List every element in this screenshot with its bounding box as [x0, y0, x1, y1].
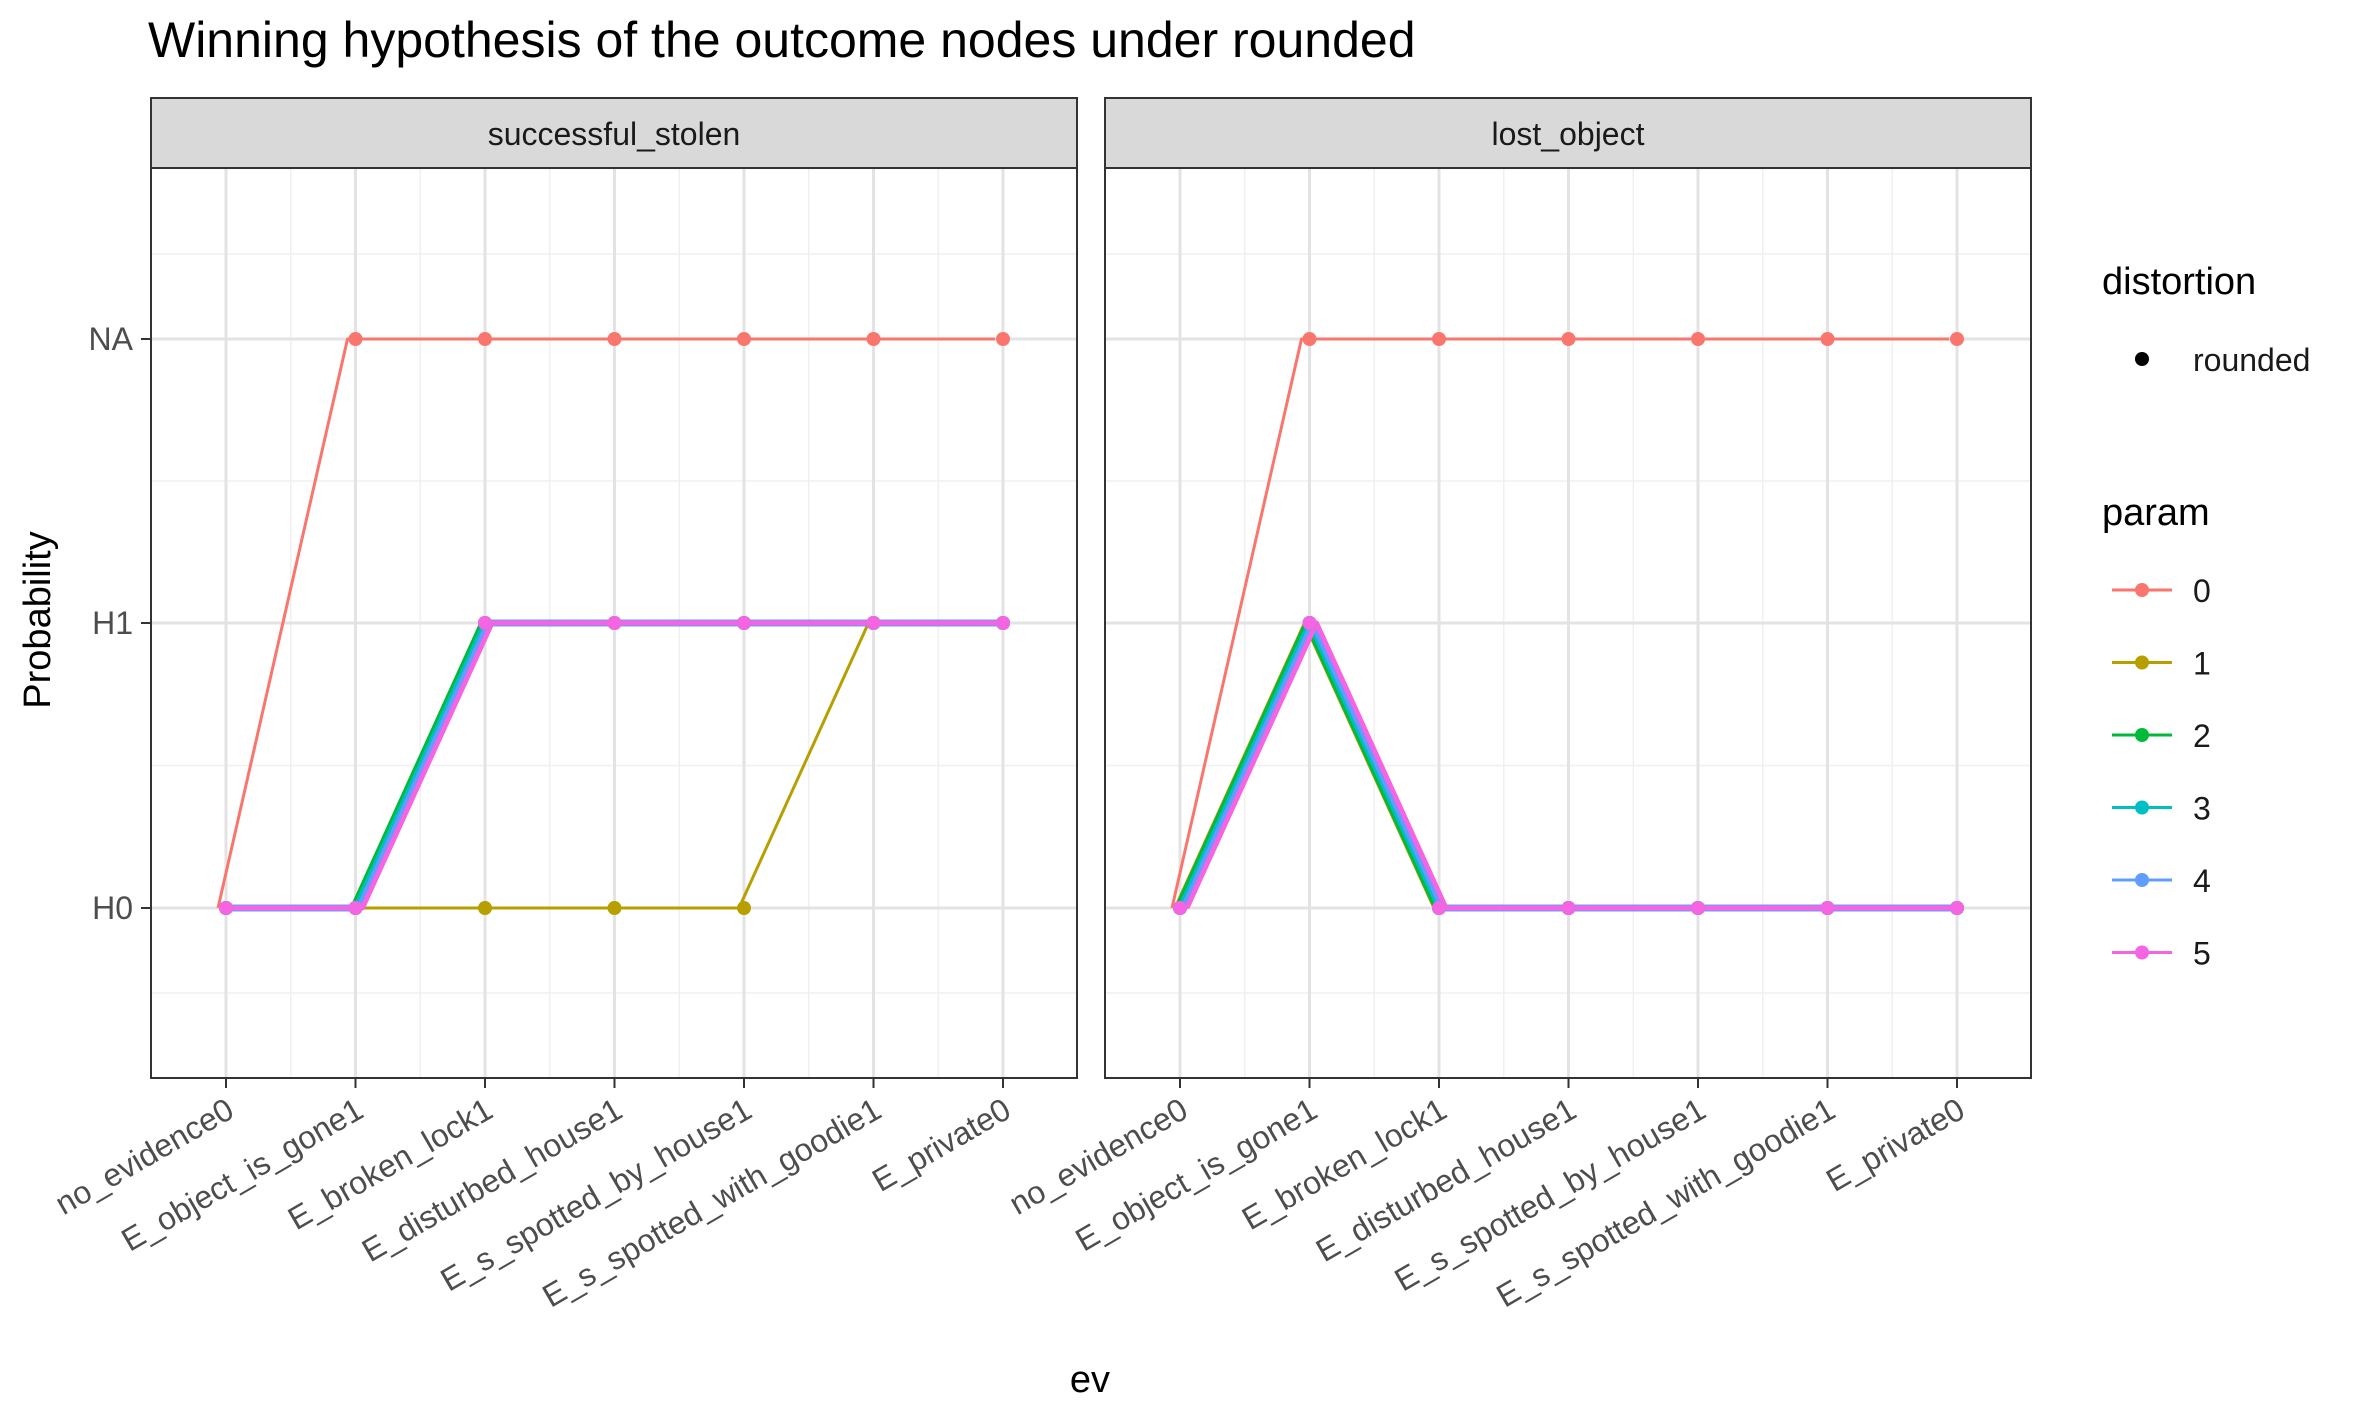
facet-strip-label: successful_stolen — [488, 116, 741, 152]
data-point-5-5 — [866, 616, 881, 630]
data-point-5-2 — [478, 616, 492, 630]
data-point-0-2 — [1432, 332, 1446, 346]
data-point-0-3 — [607, 332, 622, 346]
legend-key-point-5 — [2135, 945, 2149, 960]
legend-label-0: 0 — [2193, 573, 2211, 609]
data-point-5-1 — [348, 901, 363, 915]
legend-label-2: 2 — [2193, 718, 2211, 754]
data-point-5-3 — [607, 616, 622, 630]
data-point-5-6 — [996, 616, 1010, 630]
data-point-5-3 — [1561, 901, 1576, 915]
legend-label-1: 1 — [2193, 646, 2211, 682]
facet-strip-label: lost_object — [1492, 116, 1645, 152]
data-point-5-0 — [219, 901, 233, 915]
data-point-1-3 — [607, 901, 622, 915]
x-tick-label: E_object_is_gone1 — [115, 1091, 369, 1258]
data-point-1-2 — [478, 901, 492, 915]
data-point-5-1 — [1302, 616, 1317, 630]
chart-title: Winning hypothesis of the outcome nodes … — [148, 12, 1416, 68]
series-line-0 — [216, 337, 995, 909]
data-point-0-4 — [1691, 332, 1705, 346]
legend-key-point-2 — [2135, 728, 2149, 742]
legend-key-point-0 — [2135, 583, 2149, 597]
y-axis-title: Probability — [17, 531, 59, 708]
data-point-0-5 — [866, 332, 881, 346]
legend-label-4: 4 — [2193, 863, 2211, 899]
data-point-1-4 — [737, 901, 751, 915]
x-tick-label: E_private0 — [1820, 1091, 1970, 1199]
data-point-5-4 — [737, 616, 751, 630]
facet-panels: successful_stolenno_evidence0E_object_is… — [49, 97, 2032, 1314]
data-point-0-3 — [1561, 332, 1576, 346]
data-point-5-6 — [1950, 901, 1964, 915]
legend: distortion rounded param 0 1 2 3 4 5 — [2102, 261, 2310, 972]
data-point-0-2 — [478, 332, 492, 346]
legend-label-5: 5 — [2193, 936, 2211, 972]
y-tick-label: NA — [89, 321, 134, 357]
facet-strip — [1104, 97, 2032, 169]
x-tick-label: E_object_is_gone1 — [1069, 1091, 1323, 1258]
data-point-0-4 — [737, 332, 751, 346]
facet-strip — [150, 97, 1078, 169]
x-tick-label: E_private0 — [866, 1091, 1016, 1199]
legend-label-rounded: rounded — [2193, 342, 2310, 378]
legend-label-3: 3 — [2193, 791, 2211, 827]
data-point-0-5 — [1820, 332, 1835, 346]
y-tick-label: H1 — [92, 605, 133, 641]
legend-key-point-4 — [2135, 873, 2149, 887]
data-point-5-4 — [1691, 901, 1705, 915]
data-point-0-1 — [348, 332, 363, 346]
legend-key-rounded — [2135, 352, 2149, 366]
legend-title-param: param — [2102, 492, 2210, 534]
data-point-5-5 — [1820, 901, 1835, 915]
series-line-0 — [1170, 337, 1949, 909]
data-point-0-1 — [1302, 332, 1317, 346]
legend-key-point-1 — [2135, 655, 2149, 670]
facet-panel-0: successful_stolenno_evidence0E_object_is… — [49, 97, 1078, 1314]
legend-key-point-3 — [2135, 800, 2149, 815]
data-point-5-2 — [1432, 901, 1446, 915]
x-axis-title: ev — [1070, 1359, 1110, 1401]
facet-panel-1: lost_objectno_evidence0E_object_is_gone1… — [1003, 97, 2032, 1314]
legend-title-distortion: distortion — [2102, 261, 2256, 303]
data-point-0-6 — [1950, 332, 1964, 346]
data-point-0-6 — [996, 332, 1010, 346]
y-tick-label: H0 — [92, 890, 133, 926]
data-point-5-0 — [1173, 901, 1187, 915]
